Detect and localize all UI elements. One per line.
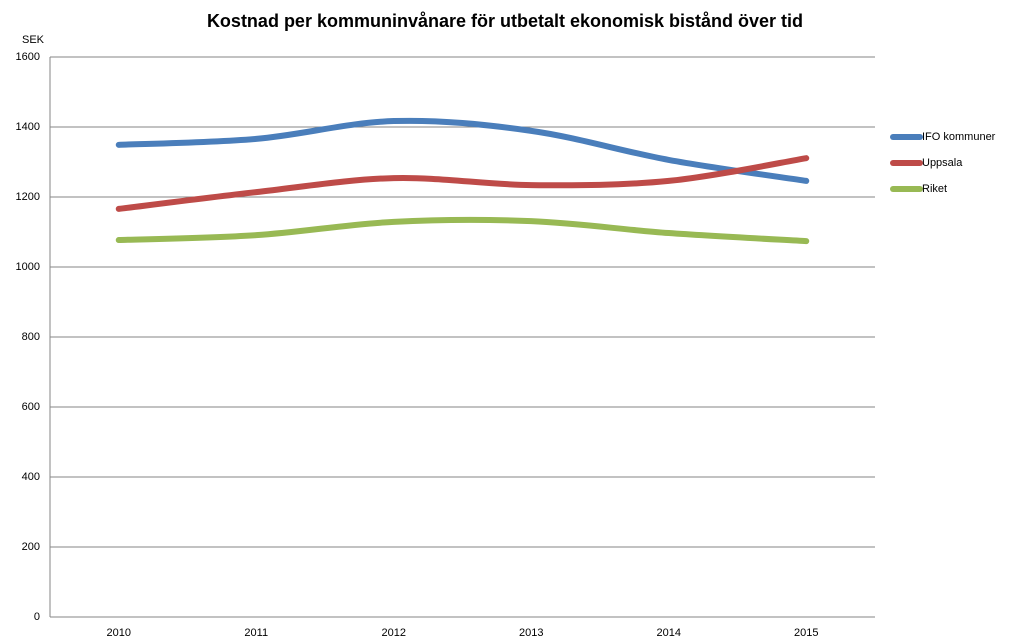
line — [115, 117, 810, 184]
y-tick-label: 1200 — [16, 191, 40, 203]
x-tick-label: 2010 — [107, 627, 131, 639]
legend-label: Riket — [922, 183, 947, 195]
y-axis-label: SEK — [22, 34, 45, 46]
x-tick-label: 2011 — [244, 627, 268, 639]
y-tick-label: 1400 — [16, 121, 40, 133]
line — [115, 155, 810, 212]
legend-label: IFO kommuner — [922, 131, 996, 143]
y-tick-label: 1600 — [16, 51, 40, 63]
x-tick-label: 2015 — [794, 627, 818, 639]
y-tick-label: 200 — [22, 541, 40, 553]
chart-title: Kostnad per kommuninvånare för utbetalt … — [207, 11, 803, 31]
y-tick-label: 400 — [22, 471, 40, 483]
y-tick-label: 1000 — [16, 261, 40, 273]
legend-label: Uppsala — [922, 157, 963, 169]
line — [115, 216, 810, 245]
y-tick-label: 800 — [22, 331, 40, 343]
x-tick-label: 2012 — [382, 627, 406, 639]
y-tick-label: 0 — [34, 611, 40, 623]
y-tick-label: 600 — [22, 401, 40, 413]
x-tick-label: 2013 — [519, 627, 543, 639]
x-tick-label: 2014 — [657, 627, 681, 639]
